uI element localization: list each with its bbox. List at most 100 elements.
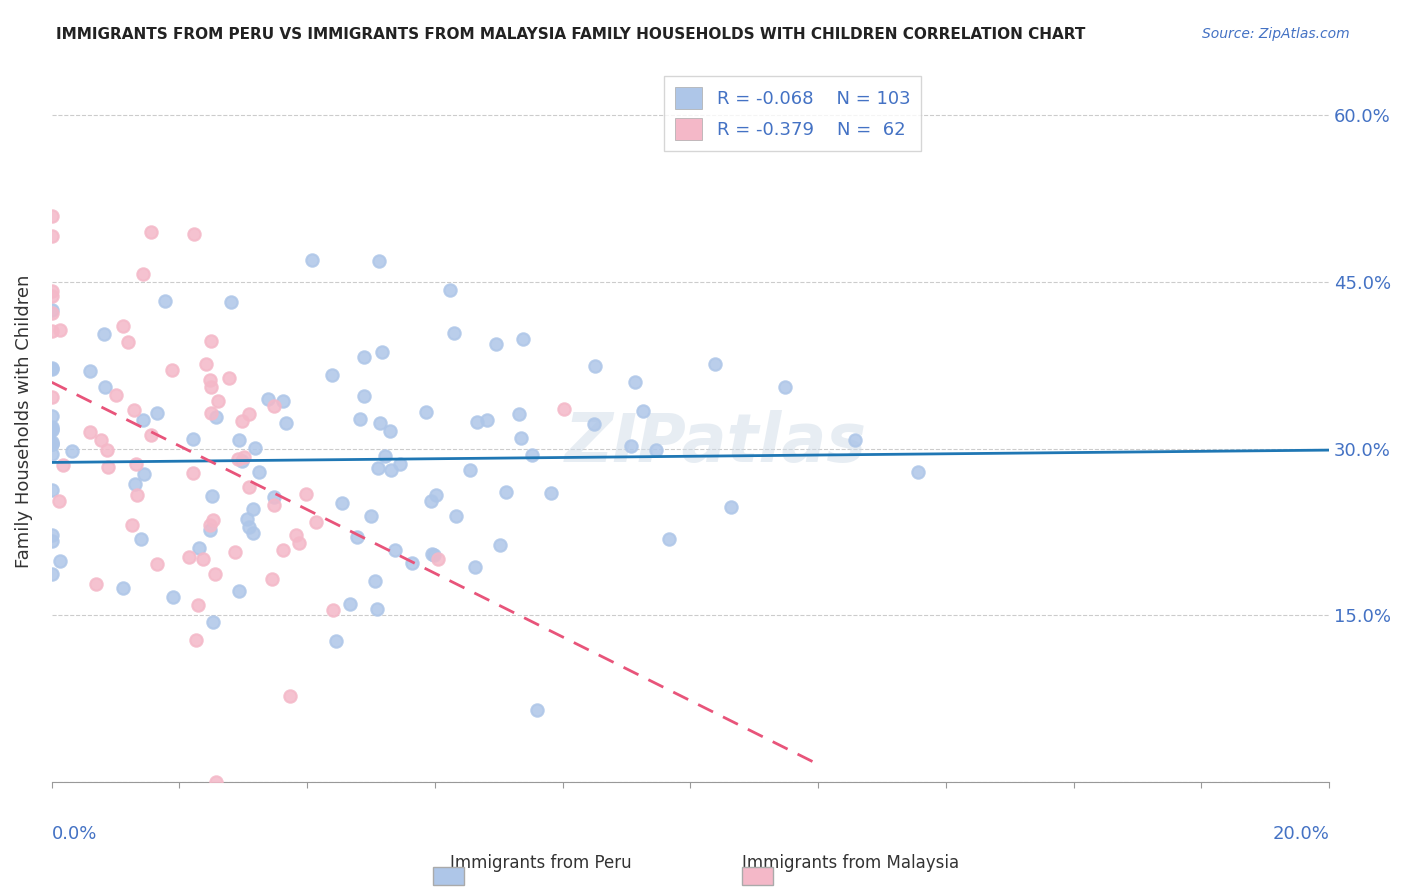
Point bbox=[218, 371, 240, 385]
Point bbox=[41, 361, 63, 376]
Point bbox=[202, 513, 225, 527]
Point bbox=[238, 407, 260, 421]
Point bbox=[464, 560, 486, 574]
Point bbox=[90, 434, 112, 448]
Point bbox=[238, 520, 260, 534]
Point bbox=[844, 433, 866, 447]
Point bbox=[41, 229, 63, 244]
Point bbox=[426, 552, 449, 566]
Point bbox=[139, 225, 162, 239]
Point bbox=[201, 489, 224, 503]
Point bbox=[349, 411, 371, 425]
Point bbox=[41, 289, 63, 303]
Point bbox=[263, 498, 285, 512]
Point bbox=[425, 488, 447, 502]
Point bbox=[41, 285, 63, 299]
Point bbox=[191, 552, 214, 566]
Point bbox=[41, 534, 63, 549]
Point bbox=[465, 415, 488, 429]
Point bbox=[368, 254, 391, 268]
Point bbox=[60, 444, 83, 458]
Text: Immigrants from Malaysia: Immigrants from Malaysia bbox=[742, 855, 959, 872]
Y-axis label: Family Households with Children: Family Households with Children bbox=[15, 274, 32, 567]
Point bbox=[368, 416, 391, 430]
Point bbox=[907, 465, 929, 479]
Point bbox=[41, 483, 63, 497]
Point bbox=[41, 305, 63, 319]
Point bbox=[624, 375, 647, 389]
Point bbox=[301, 252, 323, 267]
Point bbox=[41, 446, 63, 460]
Point bbox=[132, 267, 155, 281]
Point bbox=[205, 775, 228, 789]
Point bbox=[146, 557, 169, 571]
Point bbox=[263, 399, 285, 413]
Point bbox=[330, 496, 353, 510]
Point bbox=[278, 689, 301, 703]
Point bbox=[41, 423, 63, 437]
Point bbox=[125, 488, 148, 502]
Point bbox=[339, 597, 361, 611]
Point bbox=[364, 574, 387, 589]
Point bbox=[704, 357, 727, 371]
Point bbox=[423, 548, 446, 562]
Point bbox=[620, 439, 643, 453]
Point bbox=[49, 554, 72, 568]
Point bbox=[41, 419, 63, 434]
Text: ZIPatlas: ZIPatlas bbox=[565, 409, 868, 475]
Point bbox=[475, 413, 498, 427]
Point bbox=[187, 598, 209, 612]
Point bbox=[41, 422, 63, 436]
Point bbox=[526, 703, 548, 717]
Point bbox=[96, 442, 118, 457]
Text: Source: ZipAtlas.com: Source: ZipAtlas.com bbox=[1202, 27, 1350, 41]
Point bbox=[79, 363, 101, 377]
Point bbox=[415, 405, 437, 419]
Point bbox=[583, 417, 606, 432]
Point bbox=[224, 545, 246, 559]
Point bbox=[231, 413, 253, 427]
Point bbox=[274, 416, 297, 430]
Point bbox=[204, 566, 226, 581]
Point bbox=[41, 360, 63, 375]
Point bbox=[247, 466, 270, 480]
Point bbox=[658, 532, 681, 546]
Point bbox=[374, 449, 396, 463]
Point bbox=[231, 453, 253, 467]
Point bbox=[41, 409, 63, 424]
Point bbox=[495, 485, 517, 500]
Point bbox=[305, 515, 328, 529]
Point bbox=[366, 602, 388, 616]
Point bbox=[380, 463, 402, 477]
Point bbox=[48, 323, 70, 337]
Text: Immigrants from Peru: Immigrants from Peru bbox=[450, 855, 633, 872]
Point bbox=[41, 324, 63, 338]
Point bbox=[207, 393, 229, 408]
Point bbox=[198, 373, 221, 387]
Point bbox=[79, 425, 101, 439]
Point bbox=[122, 403, 145, 417]
Point bbox=[124, 476, 146, 491]
Point bbox=[186, 633, 208, 648]
Point bbox=[273, 542, 295, 557]
Point bbox=[41, 434, 63, 449]
Point bbox=[294, 486, 316, 500]
Point bbox=[84, 577, 107, 591]
Point bbox=[520, 448, 543, 462]
Point bbox=[41, 436, 63, 450]
Point bbox=[384, 542, 406, 557]
Point bbox=[132, 467, 155, 482]
Point bbox=[489, 538, 512, 552]
Point bbox=[540, 486, 562, 500]
Point bbox=[389, 458, 412, 472]
Point bbox=[219, 295, 242, 310]
Point bbox=[41, 390, 63, 404]
Text: 0.0%: 0.0% bbox=[52, 825, 97, 844]
Point bbox=[131, 532, 153, 546]
Point bbox=[183, 227, 205, 241]
Point bbox=[94, 380, 117, 394]
Point bbox=[633, 403, 655, 417]
Point bbox=[325, 633, 347, 648]
Point bbox=[322, 603, 344, 617]
Point bbox=[485, 337, 508, 351]
